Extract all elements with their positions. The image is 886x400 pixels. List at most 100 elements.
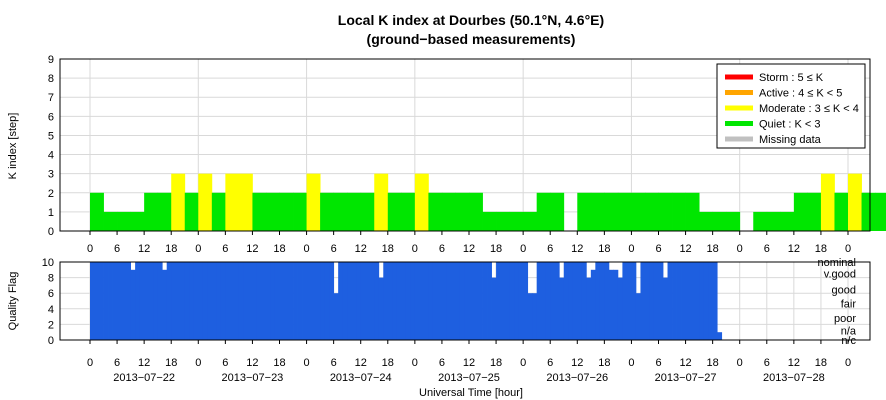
k-xtick-label: 6 (439, 243, 445, 255)
q-bar (663, 277, 668, 340)
q-bar (252, 262, 258, 340)
q-bar (202, 262, 208, 340)
k-ytick-label: 7 (48, 92, 54, 104)
k-bar (320, 192, 335, 231)
q-ytick-label: 4 (48, 304, 54, 316)
k-bar (726, 211, 741, 231)
q-bar (690, 262, 695, 340)
q-bar (284, 262, 289, 340)
q-bar (410, 262, 416, 340)
q-bar (153, 262, 159, 340)
k-bar (198, 173, 213, 231)
k-ytick-label: 8 (48, 73, 54, 85)
k-bar (617, 192, 632, 231)
q-bar (699, 262, 705, 340)
q-bar (144, 262, 150, 340)
k-bar (90, 192, 104, 231)
q-bar (450, 262, 456, 340)
q-xtick-label: 18 (165, 357, 177, 369)
k-xtick-label: 12 (679, 243, 691, 255)
k-xtick-label: 6 (222, 243, 228, 255)
q-bar (487, 262, 492, 340)
q-bar (437, 262, 443, 340)
q-bar (383, 262, 389, 340)
q-bar (717, 332, 723, 340)
k-xtick-label: 18 (382, 243, 394, 255)
q-xtick-label: 12 (246, 357, 258, 369)
q-bar (478, 262, 483, 340)
q-bar (617, 277, 623, 340)
q-bar (220, 262, 226, 340)
q-bar (631, 262, 637, 340)
q-bar (518, 262, 524, 340)
k-bar (875, 192, 886, 231)
k-bar (333, 192, 348, 231)
k-bar (848, 173, 862, 231)
q-xtick-label: 12 (571, 357, 583, 369)
q-bar (703, 262, 709, 340)
q-quality-label: n/a (841, 326, 857, 338)
k-xtick-label: 12 (463, 243, 475, 255)
q-bar (378, 277, 384, 340)
q-ytick-label: 2 (48, 319, 54, 331)
q-bar (288, 262, 294, 340)
q-bar (681, 262, 686, 340)
q-bar (653, 262, 659, 340)
k-ytick-label: 0 (48, 226, 54, 238)
q-bar (243, 262, 249, 340)
k-ytick-label: 5 (48, 130, 54, 142)
q-bar (315, 262, 321, 340)
q-xtick-label: 6 (114, 357, 120, 369)
q-bar (162, 269, 168, 340)
q-bar (577, 262, 583, 340)
q-xtick-label: 6 (331, 357, 337, 369)
q-bar (90, 262, 95, 340)
q-xtick-label: 0 (737, 357, 743, 369)
q-xtick-label: 6 (655, 357, 661, 369)
q-bar (247, 262, 253, 340)
q-bar (405, 262, 411, 340)
k-xtick-label: 6 (114, 243, 120, 255)
k-bar (699, 211, 714, 231)
q-quality-label: good (832, 284, 856, 296)
q-bar (613, 269, 619, 340)
k-index-ylabel: K index [step] (7, 113, 19, 180)
q-bar (496, 262, 501, 340)
k-xtick-label: 12 (355, 243, 367, 255)
q-bar (509, 262, 515, 340)
k-bar (496, 211, 511, 231)
k-bar (766, 211, 781, 231)
q-bar (297, 262, 303, 340)
k-bar (211, 192, 226, 231)
q-bar (523, 262, 529, 340)
k-bar (387, 192, 402, 231)
k-bar (279, 192, 294, 231)
q-bar (667, 262, 673, 340)
q-bar (423, 262, 429, 340)
q-xtick-label: 18 (815, 357, 827, 369)
q-xtick-label: 0 (412, 357, 418, 369)
k-xtick-label: 6 (764, 243, 770, 255)
q-bar (94, 262, 100, 340)
q-xtick-label: 0 (195, 357, 201, 369)
k-bar (807, 192, 822, 231)
q-bar (126, 262, 132, 340)
k-bar (144, 192, 159, 231)
q-bar (293, 262, 298, 340)
q-xtick-label: 18 (273, 357, 285, 369)
k-bar (550, 192, 565, 231)
k-ytick-label: 9 (48, 54, 54, 66)
q-bar (274, 262, 280, 340)
q-bar (685, 262, 691, 340)
k-bar (644, 192, 659, 231)
q-bar (256, 262, 262, 340)
k-xtick-label: 6 (655, 243, 661, 255)
q-bar (568, 262, 574, 340)
q-xtick-label: 12 (679, 357, 691, 369)
q-bar (559, 277, 565, 340)
k-bar (590, 192, 605, 231)
q-bar (229, 262, 235, 340)
q-bar (356, 262, 362, 340)
q-bar (112, 262, 118, 340)
